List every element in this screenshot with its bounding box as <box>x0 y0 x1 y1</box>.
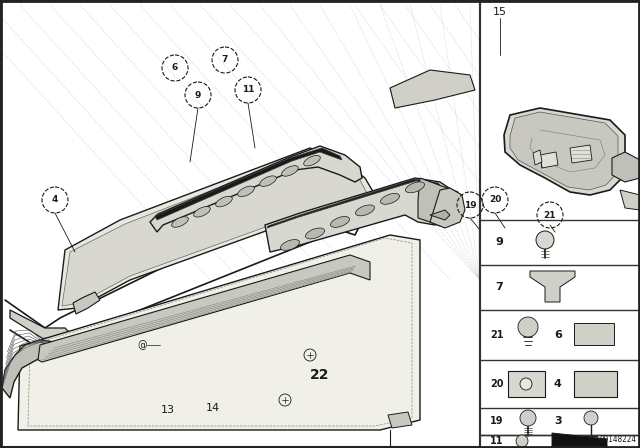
Circle shape <box>520 378 532 390</box>
Text: 11: 11 <box>490 436 504 446</box>
Text: 20: 20 <box>490 379 504 389</box>
Circle shape <box>584 411 598 425</box>
Text: 00148224: 00148224 <box>599 435 636 444</box>
Polygon shape <box>388 412 412 428</box>
Polygon shape <box>540 152 558 168</box>
Text: 4: 4 <box>52 195 58 204</box>
Ellipse shape <box>282 166 298 176</box>
Text: 9: 9 <box>195 90 201 99</box>
Polygon shape <box>18 235 420 430</box>
Circle shape <box>518 317 538 337</box>
Polygon shape <box>510 112 618 190</box>
Ellipse shape <box>355 205 374 216</box>
Polygon shape <box>430 188 465 228</box>
Text: 20: 20 <box>489 195 501 204</box>
Ellipse shape <box>305 228 324 239</box>
Polygon shape <box>390 70 475 108</box>
Ellipse shape <box>237 186 254 197</box>
Circle shape <box>536 231 554 249</box>
Polygon shape <box>504 108 625 195</box>
Text: 7: 7 <box>495 282 503 292</box>
Polygon shape <box>38 255 370 362</box>
Polygon shape <box>574 323 614 345</box>
Polygon shape <box>508 371 545 397</box>
Text: 6: 6 <box>172 64 178 73</box>
Polygon shape <box>430 210 450 220</box>
Polygon shape <box>150 146 362 232</box>
Text: 4: 4 <box>554 379 562 389</box>
Polygon shape <box>265 178 458 252</box>
Ellipse shape <box>303 155 321 166</box>
Polygon shape <box>612 152 640 182</box>
Text: 6: 6 <box>554 330 562 340</box>
Text: 14: 14 <box>206 403 220 413</box>
Circle shape <box>520 410 536 426</box>
Ellipse shape <box>380 194 399 204</box>
Text: 9: 9 <box>495 237 503 247</box>
Polygon shape <box>267 179 440 228</box>
Text: 11: 11 <box>242 86 254 95</box>
Ellipse shape <box>194 207 211 217</box>
Text: 15: 15 <box>493 7 507 17</box>
Polygon shape <box>418 178 460 226</box>
Text: 21: 21 <box>490 330 504 340</box>
Polygon shape <box>480 1 639 447</box>
Text: @: @ <box>137 340 147 350</box>
Ellipse shape <box>172 217 188 227</box>
Polygon shape <box>533 150 542 165</box>
Ellipse shape <box>330 216 349 228</box>
Polygon shape <box>73 292 100 314</box>
Circle shape <box>516 435 528 447</box>
Polygon shape <box>58 148 375 310</box>
Polygon shape <box>620 190 640 210</box>
Text: 19: 19 <box>490 416 504 426</box>
Ellipse shape <box>406 182 424 193</box>
Polygon shape <box>570 145 592 163</box>
Polygon shape <box>62 153 368 306</box>
Polygon shape <box>574 371 617 397</box>
Polygon shape <box>552 433 607 447</box>
Text: 3: 3 <box>554 416 562 426</box>
Ellipse shape <box>216 196 232 207</box>
Text: 22: 22 <box>310 368 330 382</box>
Polygon shape <box>2 340 60 398</box>
Ellipse shape <box>260 176 276 186</box>
Polygon shape <box>155 148 342 220</box>
Polygon shape <box>10 310 75 345</box>
Text: 19: 19 <box>464 201 476 210</box>
Text: 7: 7 <box>222 56 228 65</box>
Ellipse shape <box>280 240 300 250</box>
Polygon shape <box>530 271 575 302</box>
Text: 21: 21 <box>544 211 556 220</box>
Text: 13: 13 <box>161 405 175 415</box>
